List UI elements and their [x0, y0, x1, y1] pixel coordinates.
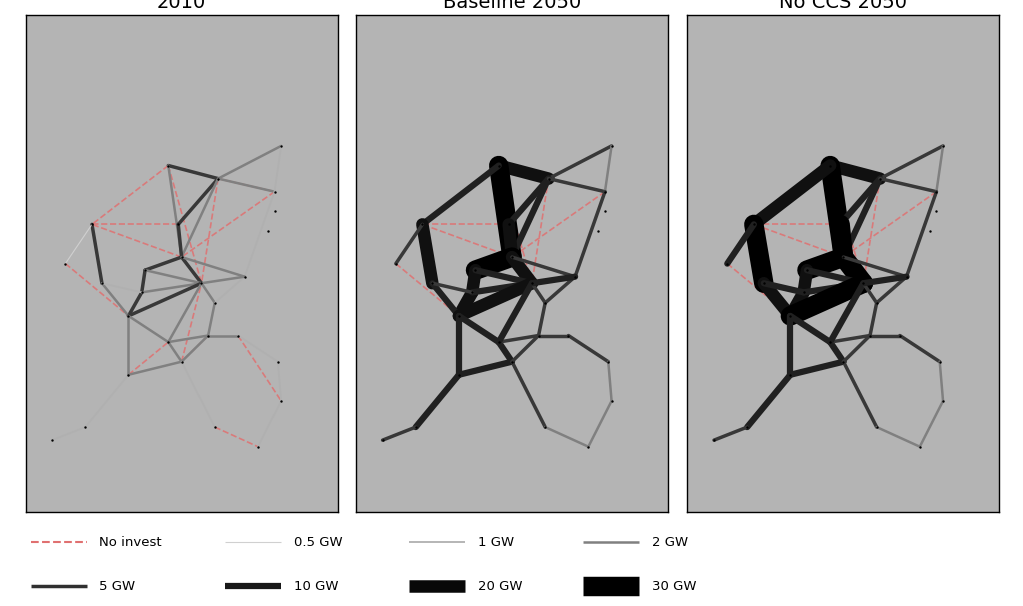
Title: No CCS 2050: No CCS 2050	[780, 0, 907, 12]
Title: Baseline 2050: Baseline 2050	[443, 0, 581, 12]
Text: 30 GW: 30 GW	[652, 579, 696, 593]
Text: 20 GW: 20 GW	[478, 579, 522, 593]
Text: 1 GW: 1 GW	[478, 536, 514, 549]
Text: No invest: No invest	[99, 536, 162, 549]
Text: 0.5 GW: 0.5 GW	[294, 536, 343, 549]
Title: 2010: 2010	[157, 0, 207, 12]
Text: 10 GW: 10 GW	[294, 579, 338, 593]
Text: 2 GW: 2 GW	[652, 536, 687, 549]
Text: 5 GW: 5 GW	[99, 579, 135, 593]
